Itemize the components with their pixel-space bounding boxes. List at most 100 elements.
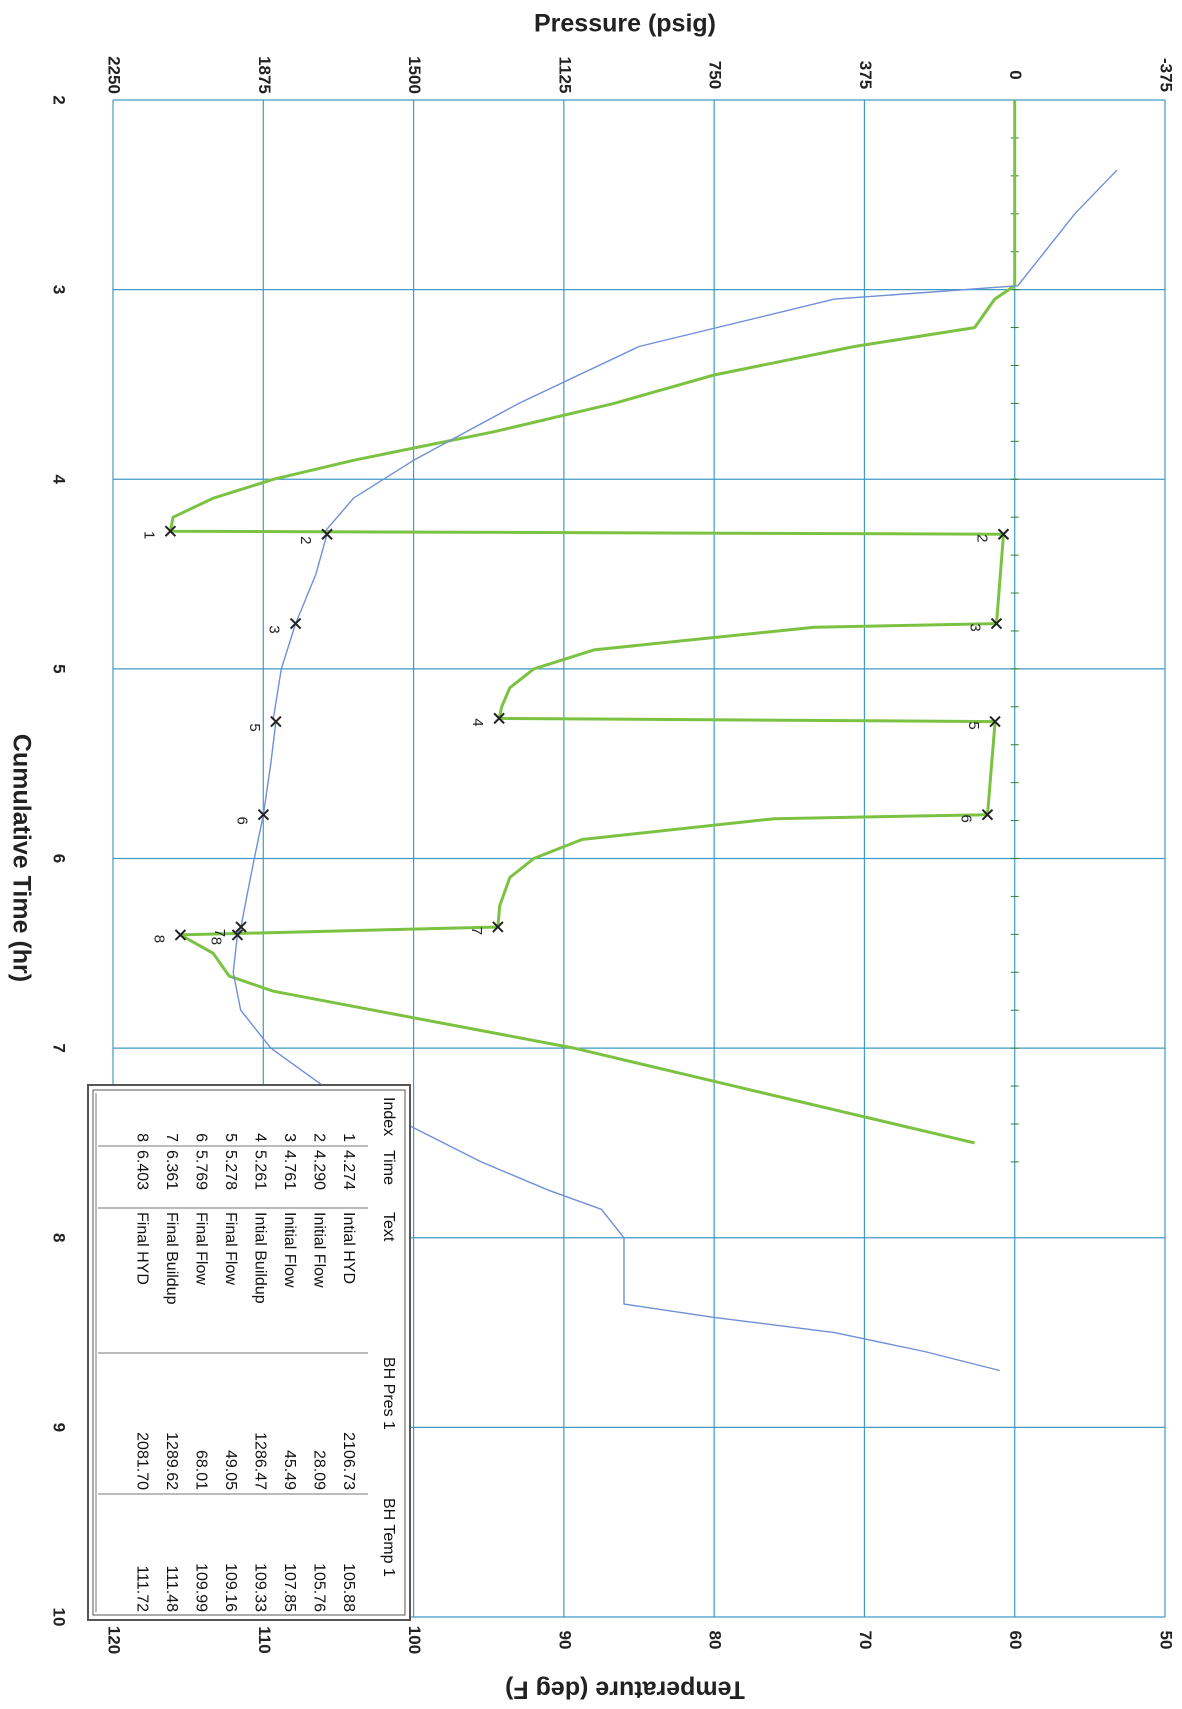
temperature-marker-label: 3 [266,625,283,633]
table-cell: 5.769 [192,1150,209,1190]
temperature-marker-label: 7 [211,929,228,937]
table-cell: 2106.73 [340,1432,357,1490]
table-header-cell: BH Pres 1 [380,1357,397,1430]
table-cell: 7 [163,1133,180,1142]
table-cell: 49.05 [222,1450,239,1490]
table-cell: 8 [133,1133,150,1142]
time-tick-label: 6 [50,854,69,863]
pressure-marker [492,921,504,933]
pressure-marker [997,528,1010,540]
pressure-marker-label: 6 [957,815,974,823]
temperature-marker-label: 8 [207,937,224,945]
pressure-marker [164,525,177,537]
time-tick-label: 8 [50,1233,69,1242]
temperature-axis-title: Temperature (deg F) [505,1675,745,1703]
pressure-tick-label: 0 [1006,70,1025,79]
pressure-marker-label: 4 [469,718,486,726]
table-cell: Final Flow [222,1212,239,1285]
pressure-tick-label: 750 [706,61,725,89]
table-cell: 109.33 [251,1563,268,1612]
pressure-tick-label: 1875 [255,56,274,94]
table-cell: 2 [310,1133,327,1142]
temperature-marker-label: 5 [246,723,263,731]
pressure-marker [981,808,994,821]
temperature-tick-label: 70 [856,1631,875,1650]
temperature-marker [321,528,333,540]
table-cell: 28.09 [310,1450,327,1490]
pressure-axis-title: Pressure (psig) [534,10,716,38]
table-cell: 111.72 [133,1565,150,1612]
table-header-cell: Time [380,1150,397,1185]
table-cell: 4.274 [340,1150,357,1190]
table-cell: 6 [192,1133,209,1142]
pressure-marker-label: 3 [967,623,984,631]
time-tick-label: 3 [50,285,69,294]
table-cell: Intial Buildup [251,1212,268,1304]
table-header-cell: Index [380,1097,397,1136]
table-cell: 45.49 [281,1450,298,1490]
temperature-tick-label: 90 [555,1631,574,1650]
temperature-marker [257,808,270,821]
time-tick-label: 5 [50,664,69,673]
time-tick-label: 9 [50,1423,69,1432]
temperature-tick-label: 100 [405,1626,424,1654]
pressure-tick-label: 1500 [405,56,424,94]
table-inner-border [92,1089,406,1616]
table-cell: Intial HYD [340,1212,357,1284]
table-cell: 105.76 [310,1563,327,1612]
table-cell: 111.48 [163,1565,180,1612]
time-tick-label: 4 [50,475,69,485]
table-cell: 105.88 [340,1563,357,1612]
table-cell: 4 [251,1133,268,1142]
table-cell: 3 [281,1133,298,1142]
temperature-series-line [232,169,1118,1372]
table-cell: 5 [222,1133,239,1142]
time-tick-label: 10 [50,1608,69,1627]
temperature-tick-label: 50 [1157,1631,1176,1650]
pressure-tick-label: -375 [1157,58,1176,92]
pressure-tick-label: 2250 [105,56,124,94]
table-header-cell: BH Temp 1 [380,1498,397,1577]
temperature-marker-label: 6 [233,817,250,825]
pressure-marker [493,712,505,725]
table-cell: 5.278 [222,1150,239,1190]
table-cell: Final Flow [192,1212,209,1285]
temperature-marker [289,617,302,630]
temperature-marker [235,921,247,933]
table-header-cell: Text [380,1212,397,1242]
table-cell: 2081.70 [133,1432,150,1490]
table-cell: 1289.62 [163,1432,180,1490]
pressure-marker [989,715,1001,728]
grid [112,99,1166,1618]
pressure-marker [990,617,1003,630]
table-cell: 4.761 [281,1150,298,1190]
table-cell: 1 [340,1133,357,1142]
table-cell: Initial Flow [281,1212,298,1288]
table-cell: Final HYD [133,1212,150,1285]
table-cell: 109.16 [222,1563,239,1612]
pressure-marker [174,929,187,941]
table-cell: 109.99 [192,1563,209,1612]
temperature-tick-label: 60 [1006,1631,1025,1650]
table-cell: Initial Flow [310,1212,327,1288]
pressure-marker-label: 5 [965,721,982,729]
table-cell: 107.85 [281,1563,298,1612]
data-table: Index Time Text BH Pres 1 BH Temp 1 1 4.274 Int… [87,1084,411,1621]
time-tick-label: 2 [50,95,69,104]
series [168,100,1118,1372]
axes: 2345678910-37503757501125150018752250506… [7,10,1175,1704]
pressure-marker-label: 8 [150,935,167,943]
pressure-tick-label: 375 [856,61,875,89]
temperature-tick-label: 120 [105,1626,124,1654]
time-axis-title: Cumulative Time (hr) [7,734,35,982]
table-cell: Final Buildup [163,1212,180,1305]
pressure-marker-label: 2 [973,534,990,542]
temperature-marker [231,929,244,941]
temperature-tick-label: 80 [706,1631,725,1650]
pressure-marker-label: 1 [140,531,157,539]
temperature-marker [270,715,282,728]
table-cell: 68.01 [192,1450,209,1490]
time-tick-label: 7 [50,1043,69,1052]
